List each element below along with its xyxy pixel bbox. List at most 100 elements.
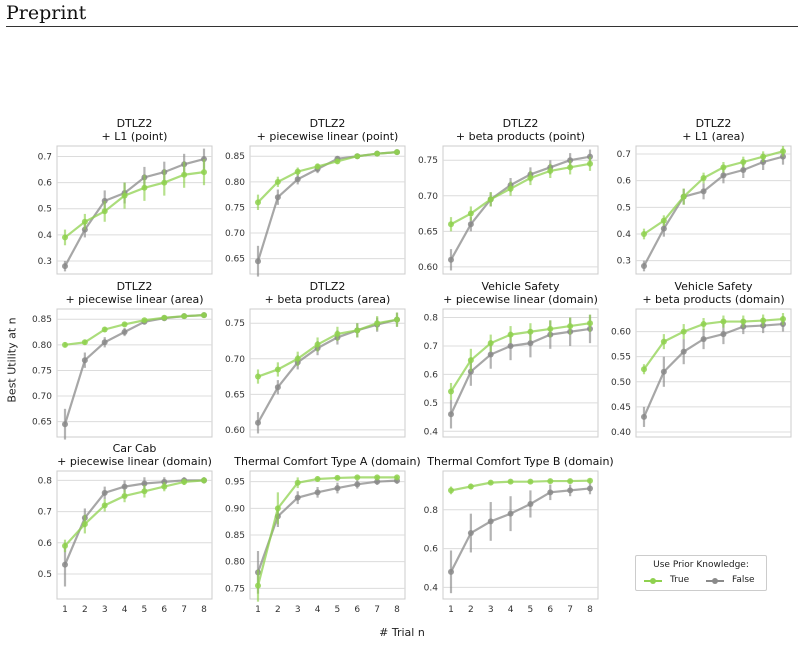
series-true (448, 156, 593, 232)
x-tick-label: 7 (567, 605, 573, 615)
y-tick-label: 0.70 (418, 192, 438, 202)
data-point (62, 263, 68, 270)
y-tick-label: 0.5 (424, 399, 438, 409)
data-point (660, 368, 667, 375)
series-line (257, 318, 398, 378)
chart-panel-11: 0.4 0.6 0.8 1 2 3 4 5 6 7 8 Thermal Comfort Type B … (424, 455, 614, 615)
data-point (81, 339, 88, 346)
data-point (294, 479, 301, 486)
x-tick-label: 2 (468, 605, 474, 615)
y-tick-label: 0.85 (225, 152, 245, 162)
panel-title-line: + beta products (point) (456, 130, 585, 143)
y-tick-label: 0.70 (32, 392, 52, 402)
data-point (334, 474, 341, 481)
series-line (450, 479, 591, 492)
data-point (641, 231, 647, 237)
panel-title-line: + beta products (area) (265, 293, 391, 306)
panel-title-line: DTLZ2 (696, 117, 732, 130)
data-point (547, 167, 554, 174)
data-point (680, 328, 687, 335)
data-point (101, 502, 108, 509)
y-tick-label: 0.80 (225, 558, 245, 568)
chart-panel-10: 0.75 0.80 0.85 0.90 0.95 1 2 3 4 5 6 7 8 Thermal Comf… (225, 455, 421, 615)
series-true (641, 146, 786, 240)
data-point (274, 384, 281, 391)
plot-frame (442, 145, 599, 275)
data-point (101, 489, 108, 496)
data-point (62, 341, 68, 348)
plot-frame (56, 470, 213, 600)
data-point (527, 340, 534, 347)
x-tick-label: 1 (62, 605, 68, 615)
series-true (448, 477, 593, 495)
y-tick-label: 0.65 (225, 255, 245, 265)
data-point (740, 159, 747, 165)
series-line (63, 479, 204, 566)
data-point (141, 184, 148, 191)
y-tick-label: 0.4 (424, 427, 439, 437)
data-point (587, 485, 593, 492)
x-tick-label: 4 (508, 605, 514, 615)
plot-frame (249, 145, 406, 275)
y-tick-label: 0.55 (611, 353, 631, 363)
series-line (450, 327, 591, 415)
y-tick-label: 0.65 (418, 227, 438, 237)
data-point (354, 327, 361, 334)
data-point (394, 316, 400, 323)
y-tick-label: 0.3 (617, 257, 631, 267)
data-point (121, 492, 128, 499)
data-point (274, 366, 281, 373)
data-point (527, 478, 534, 485)
data-point (467, 210, 474, 217)
y-tick-label: 0.6 (38, 179, 53, 189)
x-tick-label: 2 (275, 605, 281, 615)
y-tick-label: 0.50 (611, 378, 631, 388)
series-true (448, 314, 593, 401)
y-tick-label: 0.65 (32, 418, 52, 428)
data-point (740, 318, 747, 325)
data-point (121, 321, 128, 328)
panel-title-line: DTLZ2 (310, 117, 346, 130)
legend-dot-true (650, 578, 656, 584)
y-axis-label-text: Best Utility at n (5, 317, 19, 403)
data-point (354, 153, 361, 160)
data-point (334, 158, 341, 165)
data-point (487, 518, 494, 525)
data-point (680, 193, 687, 200)
chart-panel-9: 0.5 0.6 0.7 0.8 1 2 3 4 5 6 7 8 Car Cab+ piecewise l… (38, 442, 213, 615)
y-tick-label: 0.60 (611, 328, 631, 338)
series-line (64, 171, 205, 239)
y-tick-label: 0.70 (225, 355, 245, 365)
panel-title-line: + beta products (domain) (642, 293, 784, 306)
data-point (720, 331, 727, 338)
chart-panel-5: 0.65 0.70 0.75 0.80 0.85 DTLZ2+ piecewise lin… (32, 280, 213, 440)
y-tick-label: 0.95 (225, 478, 245, 488)
data-point (161, 483, 168, 490)
data-point (274, 505, 281, 512)
data-point (314, 476, 321, 482)
series-line (643, 155, 784, 267)
chart-panel-8: 0.40 0.45 0.50 0.55 0.60 Vehicle Safety+ beta… (611, 280, 792, 438)
x-tick-label: 8 (201, 605, 207, 615)
data-point (641, 263, 647, 269)
y-tick-label: 0.5 (38, 205, 52, 215)
data-point (81, 218, 88, 225)
y-tick-label: 0.5 (38, 570, 52, 580)
x-tick-label: 1 (255, 605, 261, 615)
panel-title-line: Vehicle Safety (481, 280, 560, 293)
y-tick-label: 0.4 (424, 583, 439, 593)
y-tick-label: 0.8 (38, 476, 53, 486)
legend: Use Prior Knowledge: True False (635, 555, 767, 591)
panel-title-line: DTLZ2 (310, 280, 346, 293)
data-point (527, 500, 534, 507)
data-point (201, 477, 207, 484)
data-point (641, 366, 647, 373)
panel-title-line: Vehicle Safety (674, 280, 753, 293)
panel-title-line: DTLZ2 (117, 280, 153, 293)
data-point (294, 168, 301, 175)
data-point (587, 477, 593, 484)
data-point (294, 355, 301, 362)
data-point (527, 328, 534, 335)
y-tick-label: 0.45 (611, 403, 631, 413)
